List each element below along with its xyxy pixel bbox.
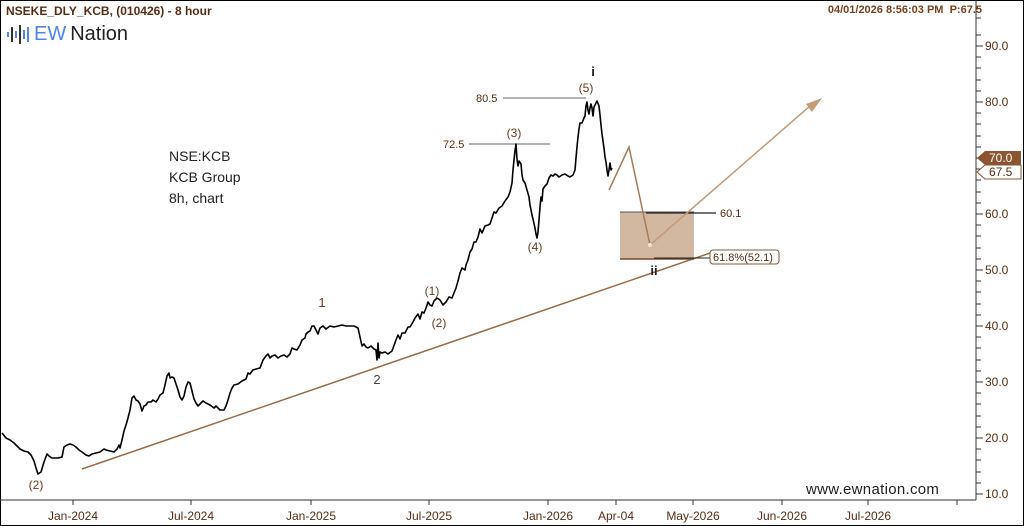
price-tag-last: 67.5 [976, 164, 1022, 180]
support-trendline [81, 250, 717, 470]
timestamp-price: 04/01/2026 8:56:03 PM P:67.5 [828, 4, 982, 16]
x-tick-jun-2026: Jun-2026 [757, 509, 807, 523]
y-tick-50: 50.0 [985, 263, 1009, 277]
timestamp: 04/01/2026 8:56:03 PM [827, 4, 944, 16]
wave-label-ii: ii [650, 263, 657, 278]
sound-wave-icon [7, 25, 29, 44]
x-tick-jan-2026: Jan-2026 [523, 509, 573, 523]
price-line [1, 100, 613, 475]
projection-path [608, 144, 651, 246]
info-symbol: NSE:KCB [169, 148, 231, 164]
x-tick-jul-2026: Jul-2026 [845, 509, 891, 523]
y-tick-10: 10.0 [985, 487, 1009, 501]
wave-label-1: 1 [318, 295, 325, 310]
wave-label-1-paren: (1) [425, 284, 440, 298]
price-tag-70: 70.0 [977, 151, 1021, 165]
y-tick-40: 40.0 [985, 319, 1009, 333]
y-tick-90: 90.0 [985, 39, 1009, 53]
y-tick-80: 80.0 [985, 95, 1009, 109]
wave-label-4-paren: (4) [528, 240, 543, 254]
wave-label-5-paren: (5) [579, 81, 594, 95]
chart-title: NSEKE_DLY_KCB, (010426) - 8 hour [6, 4, 212, 18]
fib-level-label: 61.8%(52.1) [709, 249, 780, 265]
wave-label-i: i [591, 64, 595, 79]
x-tick-jul-2024: Jul-2024 [168, 509, 214, 523]
wave-label-2-paren: (2) [432, 316, 447, 330]
projection-arrow-line [649, 105, 811, 246]
level-60-1-label: 60.1 [720, 208, 741, 220]
info-timeframe: 8h, chart [169, 190, 224, 206]
y-axis: 90.0 80.0 60.0 50.0 40.0 30.0 20.0 10.0 [976, 17, 1009, 501]
info-company: KCB Group [169, 169, 241, 185]
x-tick-may-2026: May-2026 [666, 509, 720, 523]
level-72-5-label: 72.5 [443, 139, 464, 151]
svg-text:61.8%(52.1): 61.8%(52.1) [713, 252, 773, 264]
svg-text:67.5: 67.5 [989, 165, 1013, 179]
target-zone [620, 212, 694, 259]
last-price-label: P:67.5 [949, 4, 982, 16]
x-tick-apr-04: Apr-04 [598, 509, 634, 523]
wave-label-3-paren: (3) [507, 126, 522, 140]
x-tick-jan-2024: Jan-2024 [48, 509, 98, 523]
x-tick-jul-2025: Jul-2025 [406, 509, 452, 523]
logo-nation: Nation [70, 22, 129, 45]
level-80-5-label: 80.5 [476, 93, 497, 105]
y-tick-20: 20.0 [985, 431, 1009, 445]
y-tick-60: 60.0 [985, 207, 1009, 221]
wave-ii-point [648, 243, 652, 247]
chart-info: NSE:KCB KCB Group 8h, chart [169, 146, 241, 209]
svg-text:70.0: 70.0 [989, 151, 1013, 165]
watermark-url: www.ewnation.com [806, 481, 940, 498]
wave-label-2: 2 [373, 372, 380, 387]
x-axis: Jan-2024 Jul-2024 Jan-2025 Jul-2025 Jan-… [48, 500, 958, 523]
y-tick-30: 30.0 [985, 375, 1009, 389]
logo-ew: EW [34, 22, 67, 45]
ewnation-logo: EW Nation [6, 22, 128, 46]
wave-label-2-paren-left: (2) [29, 478, 44, 492]
arrow-head-icon [806, 98, 822, 112]
x-tick-jan-2025: Jan-2025 [286, 509, 336, 523]
